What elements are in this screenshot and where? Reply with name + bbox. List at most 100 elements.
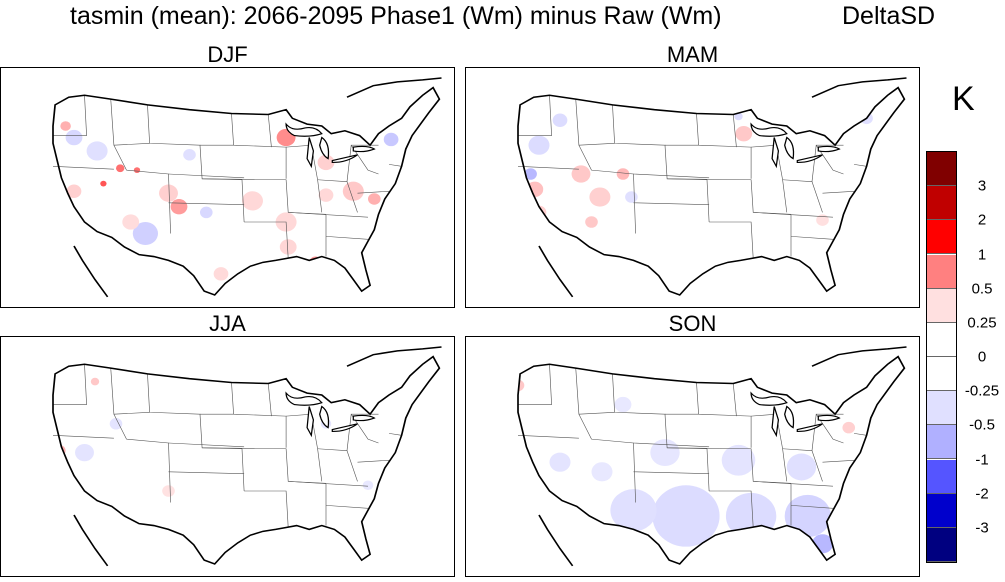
anomaly-patch [734,112,743,121]
anomaly-patch [652,485,720,547]
anomaly-patch [650,439,680,467]
great-lake [750,391,788,406]
state-boundary [815,145,844,175]
great-lake [285,391,323,406]
mexico-coastline [538,245,574,298]
state-boundary [517,364,552,405]
state-boundary [113,411,150,415]
map-svg [52,77,442,298]
state-boundary [286,413,323,482]
anomaly-patch [213,267,229,281]
anomaly-patch [199,206,213,219]
state-boundary [202,178,327,215]
title-main: tasmin (mean): 2066-2095 Phase1 (Wm) min… [70,2,722,30]
anomaly-patch [115,164,125,173]
great-lake [784,405,795,429]
state-boundary [244,221,289,259]
panel-label-djf: DJF [207,42,248,67]
state-boundary [288,481,369,487]
anomaly-patch [290,258,308,274]
map-panel-mam [465,67,920,308]
canada-coastline [346,346,442,367]
anomaly-patch [342,181,364,201]
coastline [517,86,906,296]
anomaly-patch [591,462,613,482]
state-boundary [110,368,171,503]
panel-label-son: SON [668,311,717,336]
state-boundary [317,179,358,213]
panel-label-jja: JJA [209,311,246,336]
anomaly-patch [86,141,108,161]
state-boundary [633,442,710,448]
coastline [52,355,441,565]
canada-coastline [811,77,907,98]
colorbar-tick-label: 2 [977,211,987,229]
state-boundary [853,433,867,436]
colorbar-box [927,459,956,494]
state-boundary [350,145,379,175]
anomaly-patch [162,485,175,497]
anomaly-patch [122,214,140,230]
great-lake [817,414,841,422]
state-boundary [244,490,289,528]
anomaly-patch [241,191,263,211]
state-boundary [202,447,327,484]
colorbar-tick-label: 0.5 [971,280,993,298]
state-boundary [52,95,87,136]
colorbar-tick-label: 0 [977,348,987,366]
anomaly-patch [571,165,591,183]
great-lake [771,406,780,438]
state-boundary [790,505,834,509]
colorbar-box [927,186,956,221]
state-boundary [578,142,615,146]
anomaly-patch [549,452,571,472]
state-boundary [168,471,245,475]
anomaly-patch [610,489,657,532]
anomaly-patch [524,168,537,180]
anomaly-patch [589,187,611,207]
state-boundary [612,104,710,223]
state-boundary [267,383,272,417]
title-method: DeltaSD [842,2,936,30]
colorbar-box [927,288,956,323]
state-boundary [388,164,402,167]
state-boundary [790,236,834,240]
state-boundary [168,442,245,448]
colorbar-box [927,322,956,357]
colorbar-tick-label: -0.5 [969,416,995,434]
state-boundary [325,505,369,509]
anomaly-patch [616,168,630,180]
anomaly-patch [725,492,777,539]
great-lake [771,137,780,169]
colorbar-box [927,391,956,426]
map-svg [517,77,907,298]
anomaly-patch [279,239,297,255]
canada-coastline [346,77,442,98]
anomaly-patch [383,132,399,147]
anomaly-patch [528,135,550,155]
state-boundary [853,164,867,167]
panel-label-mam: MAM [666,42,719,67]
anomaly-patch [784,494,831,538]
colorbar-box [927,152,956,187]
state-boundary [732,114,737,148]
state-boundary [357,459,390,463]
anomaly-patch [614,396,632,413]
state-boundary [113,142,150,146]
colorbar-tick-label: 1 [977,246,987,263]
great-lake [306,406,315,438]
state-boundary [350,414,379,444]
great-lake [796,154,823,164]
state-boundary [732,383,737,417]
anomaly-patch [65,129,83,146]
state-boundary [822,459,855,463]
great-lake [285,122,323,137]
anomaly-patch [252,552,266,564]
state-boundary [633,173,710,179]
colorbar-tick-label: 0.25 [967,314,997,332]
great-lake [319,405,330,429]
anomaly-patch [552,113,568,127]
state-boundary [231,382,287,448]
state-boundary [52,435,114,439]
state-boundary [575,368,636,503]
